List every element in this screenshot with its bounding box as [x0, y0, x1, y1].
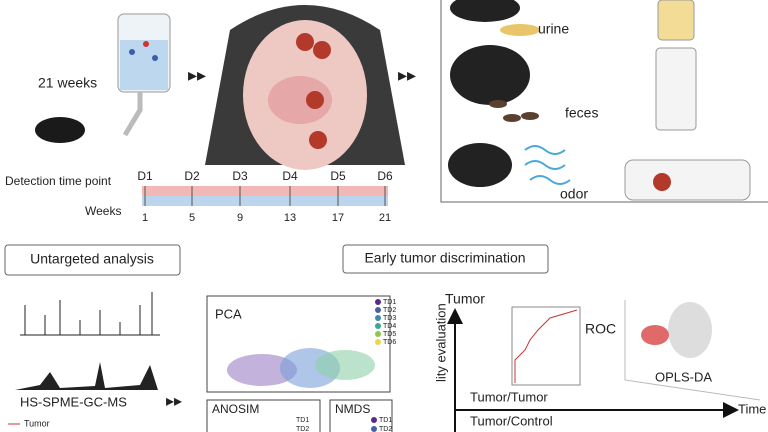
legend-label: TD5	[383, 331, 396, 338]
legend-dot	[375, 299, 381, 305]
legend-dot	[371, 426, 377, 432]
panel-title: ANOSIM	[212, 402, 259, 416]
legend-dot	[375, 339, 381, 345]
mouse	[450, 45, 530, 105]
axis-label: Time	[738, 401, 766, 416]
legend-label: TD4	[383, 323, 396, 330]
legend-dot	[375, 307, 381, 313]
legend-label: TD2	[296, 426, 309, 432]
section-box	[342, 244, 549, 274]
roc-panel	[511, 306, 581, 386]
tube	[657, 0, 695, 41]
mouse	[35, 117, 85, 143]
arrow: ▸▸	[166, 393, 182, 410]
day-label: D6	[377, 169, 393, 183]
day-label: D5	[330, 169, 346, 183]
water-bottle	[117, 13, 171, 137]
section-title: Untargeted analysis	[30, 251, 154, 267]
mass-spectrum	[20, 292, 160, 336]
week-label: 5	[189, 212, 195, 224]
timeline-label: Detection time point	[5, 174, 112, 188]
cluster	[227, 354, 297, 386]
row-label: Tumor/Control	[470, 413, 553, 428]
legend-label: Tumor	[24, 418, 50, 428]
feces	[489, 100, 539, 122]
timeline-bar	[142, 196, 388, 206]
arrow: ▸▸	[188, 65, 206, 85]
timeline-bar	[142, 186, 388, 196]
chromatogram	[15, 362, 158, 390]
section-title: Early tumor discrimination	[364, 250, 525, 266]
week-label: 9	[237, 212, 243, 224]
week-label: 17	[332, 212, 344, 224]
legend-label: TD1	[379, 417, 392, 424]
anosim-panel	[206, 399, 321, 432]
sample-label: urine	[538, 21, 569, 37]
sample-label: odor	[560, 186, 588, 202]
legend-label: TD3	[383, 315, 396, 322]
row-label: Tumor/Tumor	[470, 389, 548, 404]
cluster	[315, 350, 375, 380]
sample-label: feces	[565, 105, 598, 121]
method: HS-SPME-GC-MS	[20, 394, 127, 409]
arrow: ▸▸	[398, 65, 416, 85]
mouse	[450, 0, 520, 22]
urine-puddle	[500, 24, 540, 36]
section-box	[4, 244, 181, 276]
legend-label: TD2	[379, 426, 392, 432]
panel-title: PCA	[215, 306, 242, 321]
day-label: D4	[282, 169, 298, 183]
odor-waves	[524, 145, 571, 185]
legend-label: TD1	[296, 417, 309, 424]
tube	[655, 47, 697, 131]
day-label: D1	[137, 169, 153, 183]
panel-title: OPLS-DA	[655, 369, 712, 384]
panel-title: ROC	[585, 321, 616, 337]
duration: 21 weeks	[38, 75, 97, 91]
day-label: D2	[184, 169, 200, 183]
legend-dot	[375, 315, 381, 321]
axis-label: Tumor	[445, 291, 485, 307]
roc-curve	[514, 309, 578, 383]
dissected-mouse	[205, 5, 405, 170]
axis-label: lity evaluation	[433, 303, 448, 382]
nmds-panel	[329, 399, 393, 432]
legend-dot	[375, 323, 381, 329]
legend-label: TD2	[383, 307, 396, 314]
chamber	[624, 159, 751, 201]
panel-title: NMDS	[335, 402, 370, 416]
week-label: 13	[284, 212, 296, 224]
week-label: 21	[379, 212, 391, 224]
day-label: D3	[232, 169, 248, 183]
legend-dot	[375, 331, 381, 337]
legend-label: TD6	[383, 339, 396, 346]
tumor	[653, 173, 671, 191]
week-label: 1	[142, 212, 148, 224]
timeline-label: Weeks	[85, 204, 121, 218]
legend-dot	[371, 417, 377, 423]
mouse	[448, 143, 512, 187]
legend-label: TD1	[383, 299, 396, 306]
sample-panel	[440, 0, 768, 203]
oplsda-plot	[624, 300, 761, 401]
